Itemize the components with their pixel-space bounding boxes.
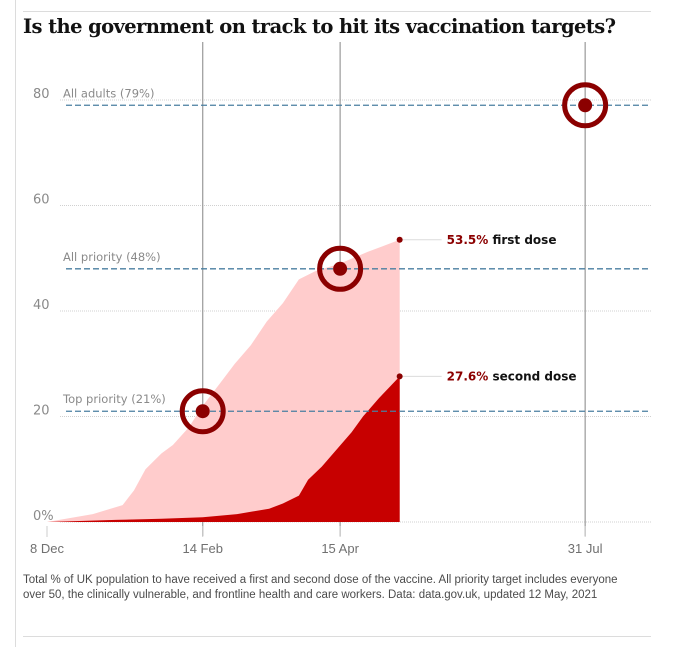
chart-svg: Top priority (21%) All priority (48%) All … (30, 42, 651, 556)
target-label: Top priority (21%) (62, 392, 166, 406)
y-tick-label: 60 (33, 193, 50, 208)
target-label: All priority (48%) (63, 250, 161, 264)
left-border-rule (15, 0, 16, 647)
x-tick-label: 8 Dec (30, 541, 64, 556)
end-label: 53.5% first dose (447, 233, 557, 247)
y-axis: 0% 20 40 60 80 (33, 87, 54, 524)
y-tick-label: 0% (33, 509, 54, 524)
dose-areas (47, 239, 400, 523)
x-axis: 8 Dec 14 Feb 15 Apr 31 Jul (30, 526, 603, 556)
y-tick-label: 40 (33, 298, 50, 313)
end-label-desc: first dose (492, 233, 556, 247)
end-label-value: 53.5% (447, 233, 493, 247)
y-tick-label: 20 (33, 404, 50, 419)
chart-title: Is the government on track to hit its va… (23, 15, 616, 38)
top-divider (23, 11, 651, 12)
x-tick-label: 14 Feb (182, 541, 222, 556)
end-label-desc: second dose (492, 369, 576, 383)
target-center-icon (195, 404, 210, 419)
target-ring-icon (317, 245, 364, 292)
target-center-icon (333, 261, 348, 276)
bottom-divider (23, 636, 651, 637)
target-ring-icon (562, 82, 609, 129)
target-ring-icon (179, 388, 226, 435)
target-label: All adults (79%) (63, 86, 154, 100)
end-label: 27.6% second dose (447, 369, 577, 383)
area-second-dose (47, 376, 400, 522)
area-first-dose (47, 239, 400, 523)
end-labels: 53.5% first dose 27.6% second dose (396, 233, 577, 383)
target-markers (179, 82, 609, 435)
y-tick-label: 80 (33, 87, 50, 102)
end-point-dot (396, 373, 403, 380)
end-point-dot (396, 236, 403, 243)
target-center-icon (578, 98, 593, 113)
x-tick-label: 15 Apr (321, 541, 359, 556)
x-tick-label: 31 Jul (568, 541, 603, 556)
chart-caption: Total % of UK population to have receive… (23, 574, 618, 601)
end-label-value: 27.6% (447, 369, 493, 383)
